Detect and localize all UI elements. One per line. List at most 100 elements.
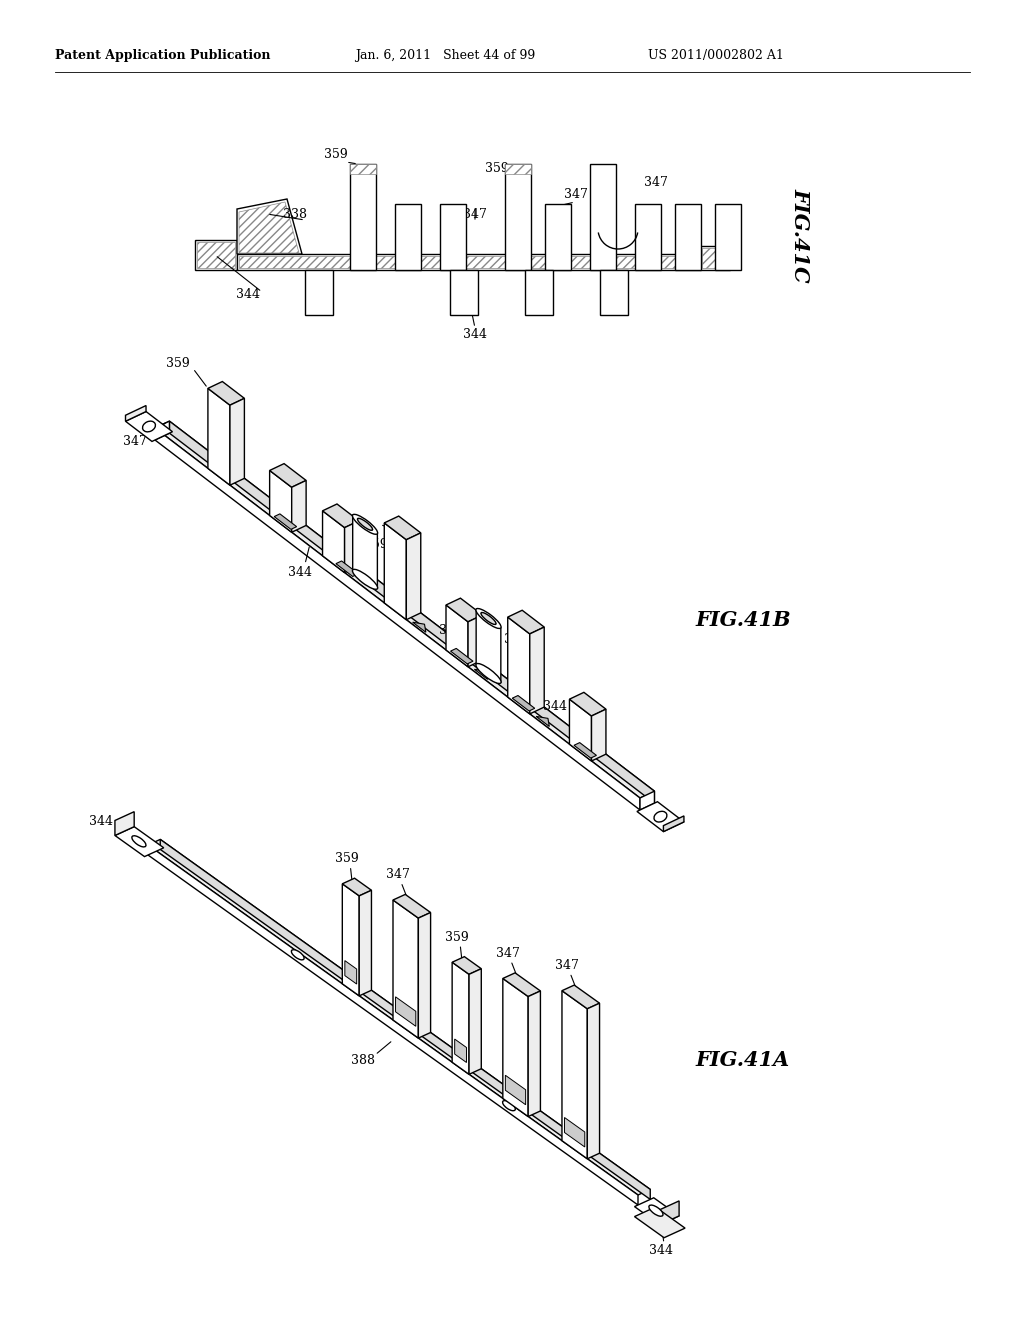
Polygon shape [208,381,245,405]
Polygon shape [395,997,416,1026]
Text: 359: 359 [166,356,189,370]
Polygon shape [635,1197,679,1225]
Polygon shape [453,957,481,974]
Text: US 2011/0002802 A1: US 2011/0002802 A1 [648,49,784,62]
Polygon shape [455,1039,467,1063]
Polygon shape [160,840,650,1200]
Polygon shape [569,693,606,715]
Polygon shape [592,709,606,762]
Text: 344: 344 [543,701,567,713]
Text: 347: 347 [567,718,592,731]
Polygon shape [508,616,529,714]
Polygon shape [237,199,302,253]
Text: FIG.41B: FIG.41B [695,610,791,630]
Polygon shape [407,533,421,619]
Polygon shape [659,1201,679,1225]
Text: FIG.41C: FIG.41C [790,187,810,282]
Polygon shape [323,504,359,528]
Polygon shape [419,912,431,1038]
Text: 347: 347 [439,623,463,636]
Polygon shape [675,205,701,271]
Ellipse shape [649,1205,663,1216]
Text: 359: 359 [365,539,388,552]
Ellipse shape [357,519,373,531]
Ellipse shape [476,664,501,684]
Polygon shape [588,1003,600,1159]
Text: 388: 388 [351,1053,375,1067]
Polygon shape [155,421,169,440]
Text: 359: 359 [485,161,509,174]
Polygon shape [664,816,684,832]
Polygon shape [506,1076,525,1105]
Polygon shape [345,521,359,573]
Polygon shape [155,428,640,810]
Polygon shape [393,900,419,1038]
Polygon shape [237,253,700,271]
Polygon shape [148,840,650,1195]
Polygon shape [239,202,299,253]
Polygon shape [269,470,292,532]
Polygon shape [393,895,431,919]
Polygon shape [208,388,230,486]
Polygon shape [352,515,378,589]
Ellipse shape [352,569,378,589]
Polygon shape [446,598,482,622]
Polygon shape [155,421,654,799]
Text: 359: 359 [445,931,469,944]
Text: 359: 359 [325,149,348,161]
Polygon shape [637,801,684,832]
Polygon shape [148,845,638,1205]
Polygon shape [700,246,730,271]
Polygon shape [512,696,535,711]
Ellipse shape [352,515,378,535]
Polygon shape [350,164,376,271]
Polygon shape [545,205,571,271]
Text: 338: 338 [283,209,307,222]
Ellipse shape [132,836,146,847]
Polygon shape [505,164,531,271]
Polygon shape [569,700,592,762]
Polygon shape [384,516,421,540]
Polygon shape [230,399,245,486]
Polygon shape [600,271,628,315]
Polygon shape [345,961,356,983]
Polygon shape [323,511,345,573]
Polygon shape [274,513,297,529]
Text: 344: 344 [236,289,260,301]
Polygon shape [450,271,478,315]
Polygon shape [126,405,146,421]
Polygon shape [413,622,426,632]
Text: FIG.41A: FIG.41A [695,1049,790,1071]
Polygon shape [359,890,372,995]
Polygon shape [503,973,541,997]
Polygon shape [342,878,372,896]
Polygon shape [635,1206,685,1238]
Ellipse shape [654,812,667,822]
Polygon shape [126,412,172,441]
Polygon shape [469,969,481,1074]
Polygon shape [239,256,698,268]
Polygon shape [451,648,473,664]
Polygon shape [702,248,728,268]
Polygon shape [562,985,600,1008]
Polygon shape [508,610,544,634]
Text: 338: 338 [393,528,417,541]
Polygon shape [305,271,333,315]
Polygon shape [715,205,741,271]
Polygon shape [468,615,482,667]
Polygon shape [476,609,501,682]
Polygon shape [446,605,468,667]
Polygon shape [503,978,528,1117]
Polygon shape [342,884,359,995]
Text: Jan. 6, 2011   Sheet 44 of 99: Jan. 6, 2011 Sheet 44 of 99 [355,49,536,62]
Polygon shape [453,962,469,1074]
Polygon shape [564,1118,585,1147]
Text: 347: 347 [496,946,520,960]
Polygon shape [635,205,662,271]
Polygon shape [590,164,616,271]
Text: 347: 347 [386,869,410,882]
Text: 344: 344 [89,814,113,828]
Ellipse shape [142,421,156,432]
Text: 344: 344 [288,566,312,579]
Text: Patent Application Publication: Patent Application Publication [55,49,270,62]
